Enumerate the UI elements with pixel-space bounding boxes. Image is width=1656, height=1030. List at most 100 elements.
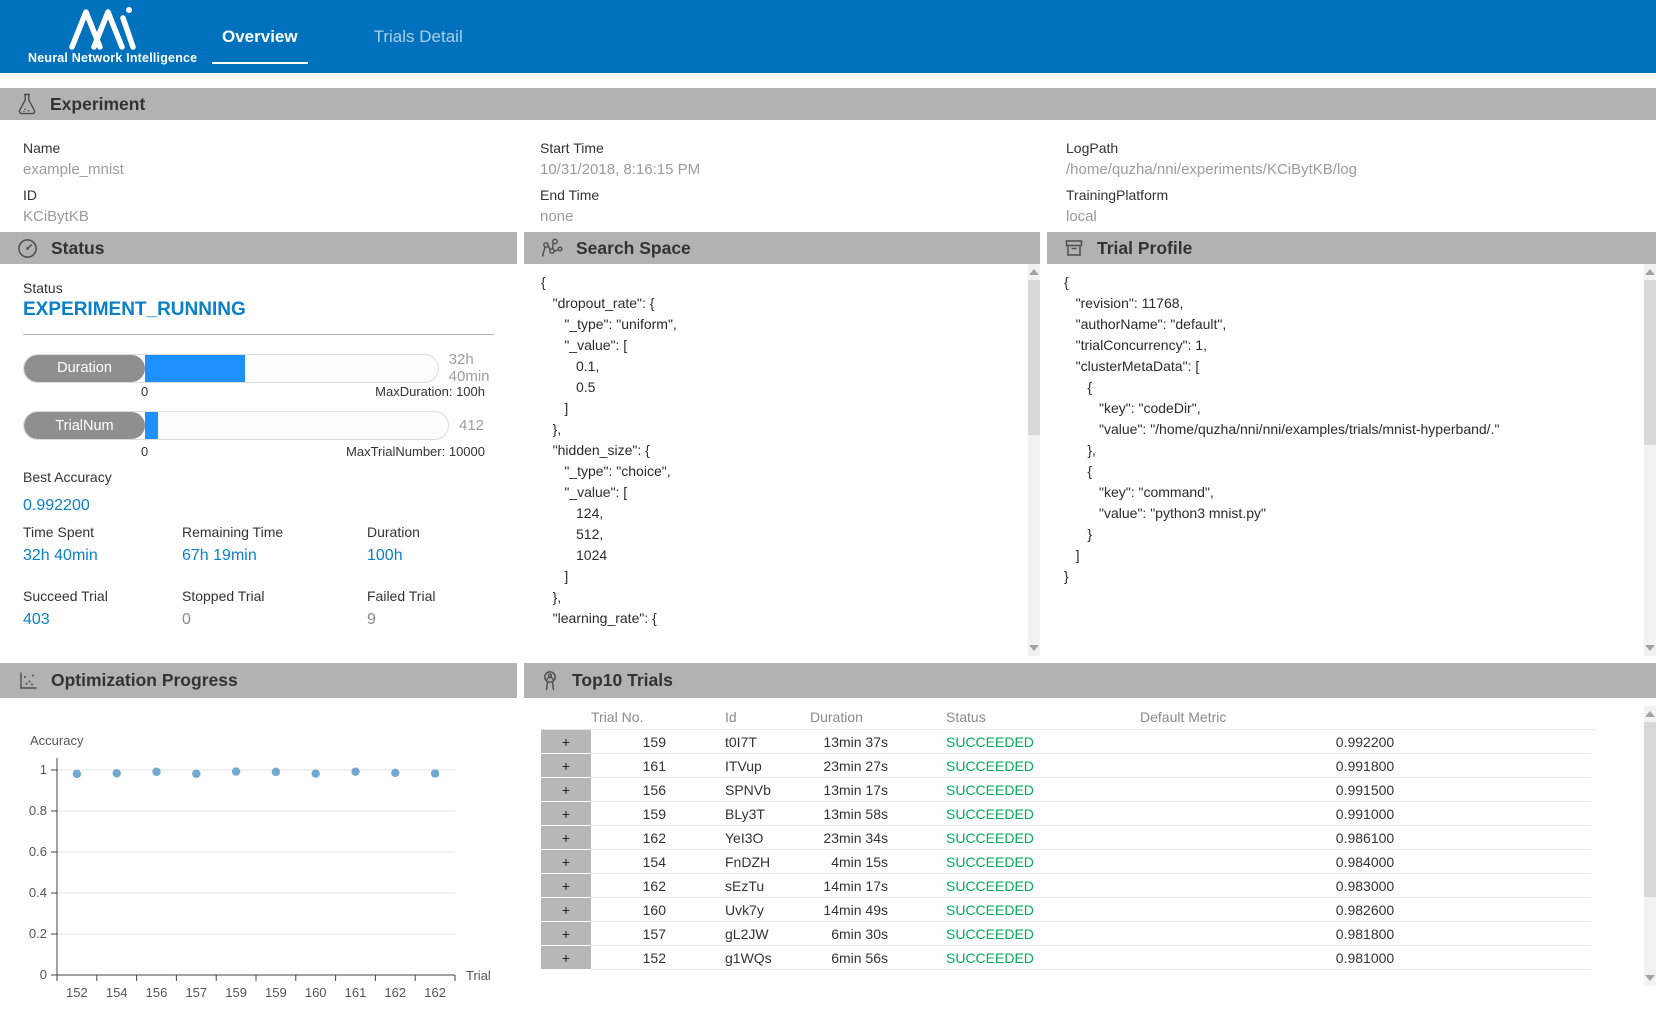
trial-status-cell: SUCCEEDED	[890, 874, 1140, 898]
data-point[interactable]	[391, 769, 399, 777]
optimization-progress-panel: Optimization Progress 00.20.40.60.811521…	[0, 663, 517, 1030]
scroll-down-arrow[interactable]	[1029, 645, 1039, 651]
expand-row-button[interactable]: +	[541, 754, 591, 778]
expand-row-button[interactable]: +	[541, 730, 591, 754]
y-axis-title: Accuracy	[30, 733, 84, 748]
field-label: Start Time	[540, 140, 700, 156]
scroll-down-arrow[interactable]	[1645, 975, 1655, 981]
duration-cell: 13min 58s	[810, 802, 890, 826]
trialnum-progress-track: TrialNum	[23, 411, 449, 440]
data-point[interactable]	[113, 769, 121, 777]
table-row: +160Uvk7y14min 49sSUCCEEDED0.982600	[541, 898, 1596, 922]
stat-label: Succeed Trial	[23, 588, 182, 604]
default-metric-cell: 0.981000	[1140, 946, 1590, 970]
data-point[interactable]	[232, 767, 240, 775]
expand-row-button[interactable]: +	[541, 802, 591, 826]
duration-progress-label: Duration	[24, 355, 145, 382]
trial-id-cell: Uvk7y	[676, 898, 810, 922]
default-metric-cell: 0.991800	[1140, 754, 1590, 778]
stat-label: Time Spent	[23, 524, 182, 540]
expand-row-button[interactable]: +	[541, 946, 591, 970]
y-tick-label: 0.2	[29, 926, 47, 941]
trialnum-progress-label: TrialNum	[24, 412, 145, 439]
scroll-up-arrow[interactable]	[1029, 269, 1039, 275]
trial-id-cell: SPNVb	[676, 778, 810, 802]
graph-nodes-icon	[541, 238, 563, 258]
data-point[interactable]	[431, 769, 439, 777]
trial-id-cell: t0I7T	[676, 730, 810, 754]
search-space-json[interactable]: { "dropout_rate": { "_type": "uniform", …	[541, 272, 1016, 652]
scroll-thumb[interactable]	[1644, 280, 1656, 445]
trials-table-body: +159t0I7T13min 37sSUCCEEDED0.992200+161I…	[541, 730, 1596, 970]
trial-no-cell: 157	[591, 922, 676, 946]
trial-no-cell: 152	[591, 946, 676, 970]
trial-status-cell: SUCCEEDED	[890, 946, 1140, 970]
expand-row-button[interactable]: +	[541, 874, 591, 898]
scroll-up-arrow[interactable]	[1645, 269, 1655, 275]
field-label: TrainingPlatform	[1066, 187, 1357, 203]
id-column-header: Id	[676, 709, 810, 725]
default-metric-cell: 0.981800	[1140, 922, 1590, 946]
trial-id-cell: ITVup	[676, 754, 810, 778]
table-row: +157gL2JW6min 30sSUCCEEDED0.981800	[541, 922, 1596, 946]
experiment-column: Nameexample_mnistIDKCiBytKB	[23, 131, 124, 225]
x-tick-label: 152	[66, 985, 88, 1000]
field-value: KCiBytKB	[23, 208, 124, 225]
table-row: +154FnDZH4min 15sSUCCEEDED0.984000	[541, 850, 1596, 874]
top10-trials-panel: Top10 Trials Trial No. Id Duration Statu…	[524, 663, 1656, 1030]
default-metric-cell: 0.991500	[1140, 778, 1590, 802]
expand-row-button[interactable]: +	[541, 778, 591, 802]
scroll-up-arrow[interactable]	[1645, 711, 1655, 717]
default-metric-cell: 0.992200	[1140, 730, 1590, 754]
trial-status-cell: SUCCEEDED	[890, 922, 1140, 946]
search-space-header: Search Space	[524, 232, 1040, 264]
medal-icon	[541, 670, 559, 692]
trial-no-cell: 161	[591, 754, 676, 778]
status-stats-grid: Time Spent32h 40minRemaining Time67h 19m…	[23, 524, 435, 629]
y-tick-label: 0	[40, 967, 47, 982]
data-point[interactable]	[272, 768, 280, 776]
field-label: LogPath	[1066, 140, 1357, 156]
stat-label: Remaining Time	[182, 524, 367, 540]
x-tick-label: 156	[146, 985, 168, 1000]
duration-progress-bar: Duration 32h 40min	[23, 351, 517, 385]
optimization-progress-header: Optimization Progress	[0, 663, 517, 698]
experiment-section-header: Experiment	[0, 88, 1656, 120]
duration-cell: 6min 30s	[810, 922, 890, 946]
x-tick-label: 161	[345, 985, 367, 1000]
brand: Neural Network Intelligence	[28, 4, 180, 65]
trial-no-cell: 159	[591, 730, 676, 754]
trial-no-cell: 156	[591, 778, 676, 802]
table-row: +162YeI3O23min 34sSUCCEEDED0.986100	[541, 826, 1596, 850]
stat-value: 403	[23, 611, 182, 629]
data-point[interactable]	[351, 767, 359, 775]
field-value: /home/quzha/nni/experiments/KCiBytKB/log	[1066, 161, 1357, 178]
stat-value: 67h 19min	[182, 547, 367, 565]
stat-item: Remaining Time 67h 19min	[182, 524, 367, 565]
tab-overview[interactable]: Overview	[212, 0, 308, 73]
trial-status-cell: SUCCEEDED	[890, 778, 1140, 802]
data-point[interactable]	[192, 770, 200, 778]
stat-value: 0	[182, 611, 367, 629]
trialnum-progress-fill	[145, 412, 158, 439]
accuracy-scatter-chart[interactable]: 00.20.40.60.8115215415615715915916016116…	[0, 697, 517, 1030]
tab-trials-detail[interactable]: Trials Detail	[364, 0, 473, 73]
expand-row-button[interactable]: +	[541, 922, 591, 946]
stat-item: Succeed Trial 403	[23, 588, 182, 629]
data-point[interactable]	[152, 768, 160, 776]
data-point[interactable]	[73, 770, 81, 778]
status-panel: Status Status EXPERIMENT_RUNNING Duratio…	[0, 232, 517, 656]
duration-cell: 23min 34s	[810, 826, 890, 850]
experiment-fields: Nameexample_mnistIDKCiBytKBStart Time10/…	[0, 120, 1656, 232]
y-tick-label: 0.6	[29, 844, 47, 859]
scroll-thumb[interactable]	[1028, 280, 1040, 435]
scroll-thumb[interactable]	[1644, 722, 1656, 897]
scroll-down-arrow[interactable]	[1645, 645, 1655, 651]
trial-no-column-header: Trial No.	[591, 709, 676, 725]
trial-profile-json[interactable]: { "revision": 11768, "authorName": "defa…	[1064, 272, 1632, 652]
expand-row-button[interactable]: +	[541, 898, 591, 922]
expand-row-button[interactable]: +	[541, 826, 591, 850]
trialnum-progress-bar: TrialNum 412	[23, 411, 484, 440]
expand-row-button[interactable]: +	[541, 850, 591, 874]
data-point[interactable]	[312, 769, 320, 777]
